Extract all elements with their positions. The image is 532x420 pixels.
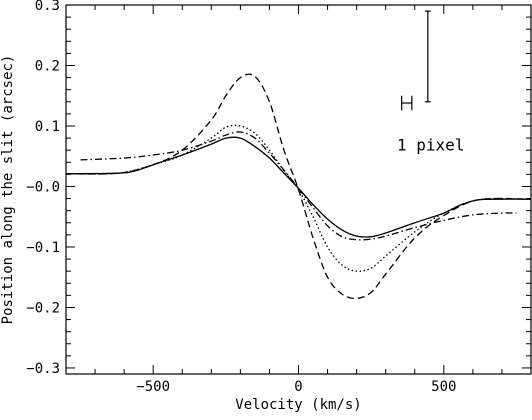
y-tick-label: −0.2 (26, 300, 60, 316)
series-line-dashed (65, 73, 532, 300)
annotation-label: 1 pixel (397, 135, 464, 154)
y-tick-label: 0.2 (35, 58, 60, 74)
x-tick-label: −500 (136, 379, 170, 395)
tick-labels-group: −500 0 500 −0.3 −0.2 −0.1 −0.0 0.1 0.2 0.3 (26, 0, 456, 395)
x-tick-label: 0 (294, 379, 302, 395)
scale-bars-group (401, 10, 431, 111)
y-tick-label: 0.3 (35, 0, 60, 14)
y-tick-label: −0.0 (26, 179, 60, 195)
annotations-group: 1 pixel (397, 135, 464, 154)
y-tick-label: −0.1 (26, 240, 60, 256)
series-group (65, 73, 532, 300)
series-line-dash-dot (80, 131, 517, 241)
x-axis-title: Velocity (km/s) (235, 397, 361, 413)
y-tick-label: −0.3 (26, 361, 60, 377)
y-tick-label: 0.1 (35, 119, 60, 135)
x-tick-label: 500 (431, 379, 456, 395)
ticks-group (65, 4, 532, 374)
y-axis-title: Position along the slit (arcsec) (0, 55, 16, 325)
